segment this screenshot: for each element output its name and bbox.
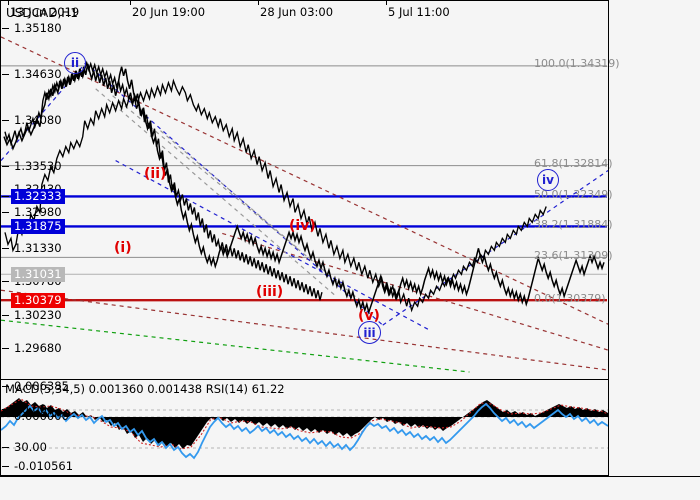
ind-ytick-label-3: 0.000000 — [14, 409, 69, 423]
ytick-label-4: 1.33530 — [14, 159, 62, 173]
price-axis-line — [0, 0, 1, 476]
ytick-mark — [2, 120, 9, 121]
blue-level-lines — [1, 195, 608, 228]
circled-wave-label-iii: iii — [358, 321, 381, 344]
wave-label-iii: (iii) — [256, 284, 284, 300]
fib-label-38-2: 38.2(1.31884) — [534, 218, 613, 231]
chart-symbol-title: USDCAD,H1 — [6, 6, 78, 20]
xtick-label-4: 5 Jul 11:00 — [388, 5, 450, 19]
xtick-mark — [130, 0, 131, 5]
price-series — [4, 78, 547, 313]
trendline-gray-dashed — [95, 88, 361, 301]
ytick-label-5: 1.32980 — [14, 205, 62, 219]
ind-ytick-label-2: 70.00 — [14, 402, 47, 416]
trendline-red-dashed — [1, 36, 608, 371]
ytick-mark — [2, 28, 9, 29]
price-line-traced — [3, 63, 605, 315]
macd-histogram — [1, 398, 608, 449]
ytick-mark — [2, 248, 9, 249]
ytick-label-2: 1.34630 — [14, 67, 62, 81]
ytick-mark-ind — [2, 416, 9, 417]
ytick-mark — [2, 281, 9, 282]
xtick-label-2: 20 Jun 19:00 — [132, 5, 206, 19]
ytick-label-9: 1.30230 — [14, 308, 62, 322]
ytick-mark — [2, 196, 9, 197]
fib-label-100: 100.0(1.34319) — [534, 57, 620, 70]
xtick-mark — [8, 0, 9, 5]
fib-label-50-0: 50.0(1.32349) — [534, 188, 613, 201]
price-chart-pane[interactable]: USDCAD,H1 100.0(1.34319) 61.8(1.32814) 5… — [0, 0, 620, 380]
ytick-label-10: 1.29680 — [14, 341, 62, 355]
ytick-mark-ind — [2, 466, 9, 467]
price-badge-support[interactable]: 1.30379 — [11, 293, 65, 308]
ytick-mark — [2, 74, 9, 75]
ytick-label-7: 1.31330 — [14, 241, 62, 255]
xtick-mark — [386, 0, 387, 5]
indicator-canvas — [1, 398, 608, 460]
ytick-mark-ind — [2, 386, 9, 387]
ytick-mark — [2, 212, 9, 213]
wave-label-i: (i) — [114, 240, 132, 256]
wave-label-iv: (iv) — [289, 218, 316, 234]
ytick-mark-ind — [2, 409, 9, 410]
wave-label-v: (v) — [358, 308, 380, 324]
fib-label-0-0: 0.0(1.30379) — [534, 292, 606, 305]
circled-wave-label-ii: ii — [64, 52, 86, 74]
xtick-mark — [258, 0, 259, 5]
ind-ytick-label-1: 0.006385 — [14, 379, 69, 393]
ytick-mark — [2, 315, 9, 316]
indicator-legend: MACD(5,34,5) 0.001360 0.001438 RSI(14) 6… — [5, 382, 285, 396]
fib-label-23-6: 23.6(1.31309) — [534, 249, 613, 262]
macd-signal-line — [1, 398, 608, 450]
ytick-mark — [2, 166, 9, 167]
circled-wave-label-iv: iv — [537, 169, 559, 191]
price-badge-current[interactable]: 1.31031 — [11, 267, 65, 282]
price-chart-canvas — [1, 36, 608, 373]
ind-ytick-label-5: -0.010561 — [14, 459, 74, 473]
ind-ytick-label-4: 30.00 — [14, 440, 47, 454]
indicator-pane[interactable]: MACD(5,34,5) 0.001360 0.001438 RSI(14) 6… — [0, 379, 609, 476]
price-badge-bid-2[interactable]: 1.31875 — [11, 219, 65, 234]
ytick-label-1: 1.35180 — [14, 21, 62, 35]
trendline-green-dashed — [1, 319, 470, 373]
wave-label-ii: (ii) — [144, 166, 167, 182]
fib-label-61-8: 61.8(1.32814) — [534, 157, 613, 170]
price-badge-bid-1[interactable]: 1.32333 — [11, 189, 65, 204]
ytick-label-3: 1.34080 — [14, 113, 62, 127]
ytick-mark — [2, 348, 9, 349]
rsi-line — [1, 402, 608, 460]
xtick-label-3: 28 Jun 03:00 — [260, 5, 334, 19]
price-series-detail — [4, 60, 323, 301]
xtick-label-1: 13 Jun 2019 — [10, 5, 80, 19]
ytick-mark-ind — [2, 447, 9, 448]
